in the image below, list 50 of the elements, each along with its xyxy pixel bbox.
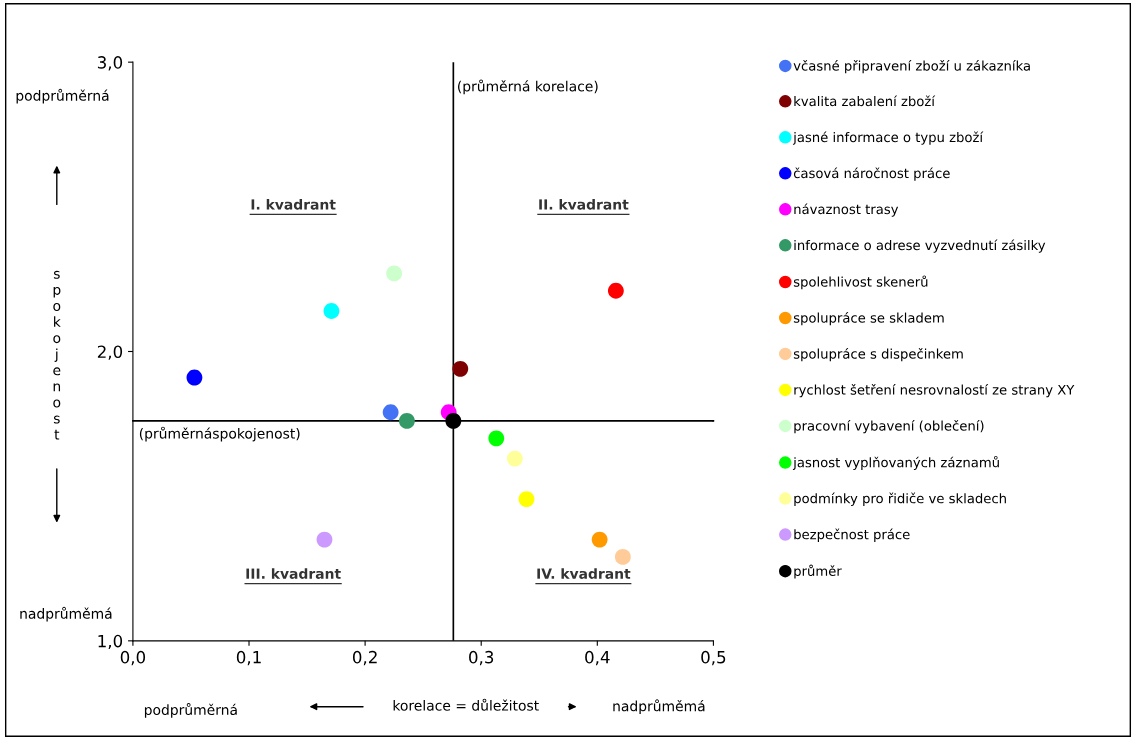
y-tick-label: 2,0 (97, 345, 123, 360)
annotation: III. kvadrant (246, 568, 341, 579)
text: nadprůměmá (613, 699, 705, 715)
point (323, 303, 340, 319)
y-tick-label: 3,0 (97, 56, 123, 71)
point (452, 360, 469, 377)
point (614, 549, 631, 565)
point (506, 450, 523, 467)
text: nadprůměmá (20, 606, 112, 622)
point (382, 404, 399, 421)
point (186, 369, 203, 386)
legend-label: průměr (794, 564, 842, 579)
x-tick-label: 0,2 (352, 650, 377, 666)
x-tick-label: 0,1 (236, 650, 261, 666)
ref-line-label: (průměrná korelace) (458, 79, 598, 95)
x-tick-label: 0,3 (469, 650, 494, 666)
annotation: II. kvadrant (539, 198, 629, 210)
x-tick-label: 0,5 (701, 650, 726, 666)
legend-label: spolehlivost skenerů (793, 275, 928, 290)
ref-line-label: (průměrnáspokojenost) (139, 426, 300, 442)
point (445, 413, 462, 429)
text: spokojenost (53, 270, 61, 440)
legend-label: časová náročnost práce (793, 167, 950, 181)
legend-label: bezpečnost práce (794, 528, 910, 542)
annotation: IV. kvadrant (537, 568, 631, 579)
legend-label: spolupráce s dispečinkem (793, 348, 963, 362)
legend-label: spolupráce se skladem (793, 312, 944, 326)
legend-label: rychlost šetření nesrovnalostí ze strany XY (794, 384, 1075, 398)
legend-label: včasné připravení zboží u zákazníka (793, 59, 1030, 74)
x-axis-title: korelace = důležitost (393, 698, 539, 711)
legend-label: návaznost trasy (794, 203, 899, 217)
x-tick-label: 0,4 (585, 650, 610, 666)
legend-label: kvalita zabalení zboží (794, 95, 936, 107)
x-tick-label: 0,0 (120, 650, 146, 666)
legend-label: pracovní vybavení (oblečení) (794, 420, 984, 434)
legend-label: jasnost vyplňovaných záznamů (792, 455, 999, 470)
text: podprůměrná (144, 703, 237, 718)
y-tick-label: 1,0 (98, 634, 123, 650)
point (591, 531, 608, 548)
text: podprůměrná (16, 88, 109, 104)
legend-label: jasné informace o typu zboží (792, 131, 984, 145)
legend-label: informace o adrese vyzvednutí zásilky (794, 239, 1046, 253)
point (518, 491, 535, 507)
point (316, 531, 333, 548)
point (398, 413, 415, 429)
annotation: I. kvadrant (251, 198, 336, 210)
point (607, 282, 624, 299)
legend-label: podmínky pro řidiče ve skladech (794, 492, 1006, 506)
point (488, 430, 505, 447)
point (386, 265, 403, 282)
